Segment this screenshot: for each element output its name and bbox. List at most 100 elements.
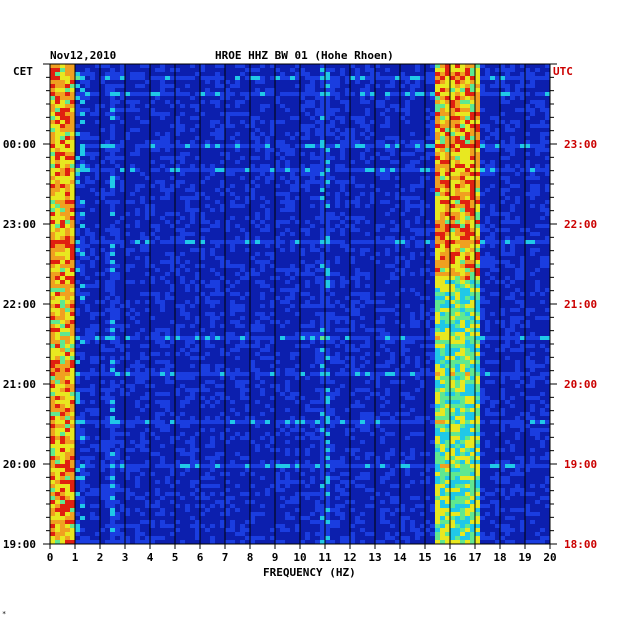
heatmap-cell: [480, 388, 485, 392]
heatmap-cell: [125, 200, 130, 204]
heatmap-cell: [105, 200, 110, 204]
heatmap-cell: [235, 64, 240, 68]
heatmap-cell: [470, 304, 475, 308]
heatmap-cell: [295, 312, 300, 316]
heatmap-cell: [405, 468, 410, 472]
heatmap-cell: [460, 480, 465, 484]
heatmap-cell: [190, 140, 195, 144]
heatmap-cell: [310, 320, 315, 324]
heatmap-cell: [435, 448, 440, 452]
heatmap-cell: [50, 296, 55, 300]
heatmap-cell: [50, 144, 55, 148]
heatmap-cell: [325, 404, 330, 408]
heatmap-cell: [160, 304, 165, 308]
heatmap-cell: [465, 140, 470, 144]
heatmap-cell: [95, 172, 100, 176]
heatmap-cell: [295, 176, 300, 180]
heatmap-cell: [520, 168, 525, 172]
heatmap-cell: [290, 420, 295, 424]
heatmap-cell: [320, 372, 325, 376]
heatmap-cell: [145, 104, 150, 108]
heatmap-cell: [380, 332, 385, 336]
heatmap-cell: [440, 480, 445, 484]
heatmap-cell: [60, 108, 65, 112]
heatmap-cell: [200, 144, 205, 148]
heatmap-cell: [440, 168, 445, 172]
heatmap-cell: [110, 192, 115, 196]
heatmap-cell: [425, 204, 430, 208]
heatmap-cell: [380, 336, 385, 340]
heatmap-cell: [320, 432, 325, 436]
heatmap-cell: [485, 464, 490, 468]
heatmap-cell: [210, 168, 215, 172]
heatmap-cell: [320, 128, 325, 132]
heatmap-cell: [255, 212, 260, 216]
heatmap-cell: [240, 176, 245, 180]
heatmap-cell: [155, 68, 160, 72]
heatmap-cell: [430, 252, 435, 256]
heatmap-cell: [125, 136, 130, 140]
heatmap-cell: [355, 476, 360, 480]
heatmap-cell: [220, 152, 225, 156]
heatmap-cell: [175, 268, 180, 272]
heatmap-cell: [95, 108, 100, 112]
heatmap-cell: [245, 388, 250, 392]
heatmap-cell: [435, 376, 440, 380]
heatmap-cell: [265, 168, 270, 172]
heatmap-cell: [460, 208, 465, 212]
heatmap-cell: [70, 164, 75, 168]
heatmap-cell: [310, 172, 315, 176]
heatmap-cell: [345, 80, 350, 84]
heatmap-cell: [515, 360, 520, 364]
heatmap-cell: [445, 388, 450, 392]
heatmap-cell: [50, 196, 55, 200]
heatmap-cell: [160, 460, 165, 464]
heatmap-cell: [290, 288, 295, 292]
heatmap-cell: [480, 464, 485, 468]
heatmap-cell: [520, 144, 525, 148]
heatmap-cell: [360, 476, 365, 480]
heatmap-cell: [55, 476, 60, 480]
heatmap-cell: [520, 264, 525, 268]
heatmap-cell: [325, 148, 330, 152]
heatmap-cell: [435, 372, 440, 376]
heatmap-cell: [510, 240, 515, 244]
heatmap-cell: [320, 184, 325, 188]
heatmap-cell: [335, 300, 340, 304]
heatmap-cell: [460, 228, 465, 232]
heatmap-cell: [475, 272, 480, 276]
heatmap-cell: [465, 156, 470, 160]
heatmap-cell: [475, 236, 480, 240]
heatmap-cell: [465, 308, 470, 312]
heatmap-cell: [145, 300, 150, 304]
heatmap-cell: [475, 212, 480, 216]
heatmap-cell: [340, 120, 345, 124]
heatmap-cell: [380, 240, 385, 244]
heatmap-cell: [460, 328, 465, 332]
heatmap-cell: [500, 228, 505, 232]
heatmap-cell: [365, 416, 370, 420]
heatmap-cell: [80, 372, 85, 376]
heatmap-cell: [390, 448, 395, 452]
heatmap-cell: [365, 424, 370, 428]
heatmap-cell: [195, 144, 200, 148]
heatmap-cell: [50, 300, 55, 304]
heatmap-cell: [360, 428, 365, 432]
heatmap-cell: [320, 232, 325, 236]
heatmap-cell: [380, 316, 385, 320]
heatmap-cell: [85, 84, 90, 88]
heatmap-cell: [255, 324, 260, 328]
heatmap-cell: [150, 184, 155, 188]
heatmap-cell: [460, 260, 465, 264]
heatmap-cell: [525, 164, 530, 168]
heatmap-cell: [470, 216, 475, 220]
heatmap-cell: [80, 168, 85, 172]
heatmap-cell: [455, 208, 460, 212]
heatmap-cell: [445, 412, 450, 416]
heatmap-cell: [420, 316, 425, 320]
heatmap-cell: [315, 436, 320, 440]
heatmap-cell: [60, 316, 65, 320]
heatmap-cell: [460, 348, 465, 352]
heatmap-cell: [160, 444, 165, 448]
